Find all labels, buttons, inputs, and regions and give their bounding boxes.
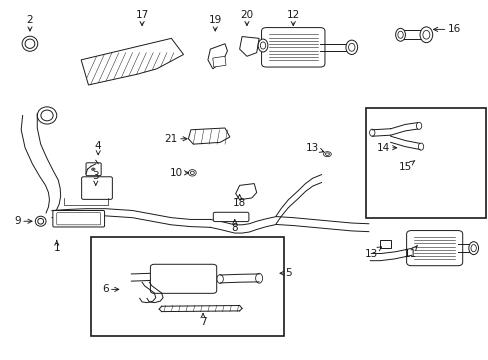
Ellipse shape [422,31,429,39]
Text: 18: 18 [232,195,246,208]
Text: 8: 8 [231,220,238,233]
FancyBboxPatch shape [86,163,101,176]
Ellipse shape [470,244,475,252]
Ellipse shape [214,271,225,287]
Text: 6: 6 [102,284,119,294]
Ellipse shape [255,273,262,283]
Ellipse shape [419,27,432,42]
FancyBboxPatch shape [213,212,248,222]
Text: 5: 5 [280,268,291,278]
Ellipse shape [345,40,357,54]
Polygon shape [212,56,225,67]
Ellipse shape [395,28,405,41]
FancyBboxPatch shape [150,264,216,293]
Text: 10: 10 [169,168,188,178]
Ellipse shape [252,269,265,287]
Polygon shape [188,128,229,144]
Text: 13: 13 [364,247,381,258]
Text: 3: 3 [92,171,99,185]
FancyBboxPatch shape [406,230,462,266]
Ellipse shape [369,129,374,136]
Text: 14: 14 [376,143,396,153]
Bar [91,237,283,336]
FancyBboxPatch shape [53,211,104,227]
Text: 12: 12 [286,10,299,26]
Ellipse shape [258,39,267,52]
Ellipse shape [217,275,223,283]
Text: 20: 20 [240,10,253,26]
Polygon shape [235,184,256,200]
Text: 21: 21 [164,134,187,144]
Text: 11: 11 [403,246,416,258]
Text: 19: 19 [208,15,222,31]
Ellipse shape [413,120,423,132]
Text: 15: 15 [398,161,414,172]
Ellipse shape [417,143,423,150]
Polygon shape [81,39,183,85]
Text: 4: 4 [95,141,102,155]
Text: 2: 2 [26,15,33,31]
Text: 1: 1 [53,240,60,253]
FancyBboxPatch shape [379,239,390,248]
Ellipse shape [415,140,425,153]
Bar [366,108,485,218]
Polygon shape [207,44,227,69]
Text: 13: 13 [305,143,323,153]
Ellipse shape [468,242,478,255]
Ellipse shape [397,31,403,38]
Ellipse shape [366,126,376,139]
FancyBboxPatch shape [81,177,112,199]
Text: 16: 16 [433,24,460,35]
Text: 17: 17 [135,10,148,26]
FancyBboxPatch shape [261,28,325,67]
Polygon shape [239,37,259,56]
Ellipse shape [415,122,421,129]
Text: 9: 9 [15,216,32,226]
Ellipse shape [348,43,354,51]
Ellipse shape [260,42,265,49]
Text: 7: 7 [199,314,206,327]
